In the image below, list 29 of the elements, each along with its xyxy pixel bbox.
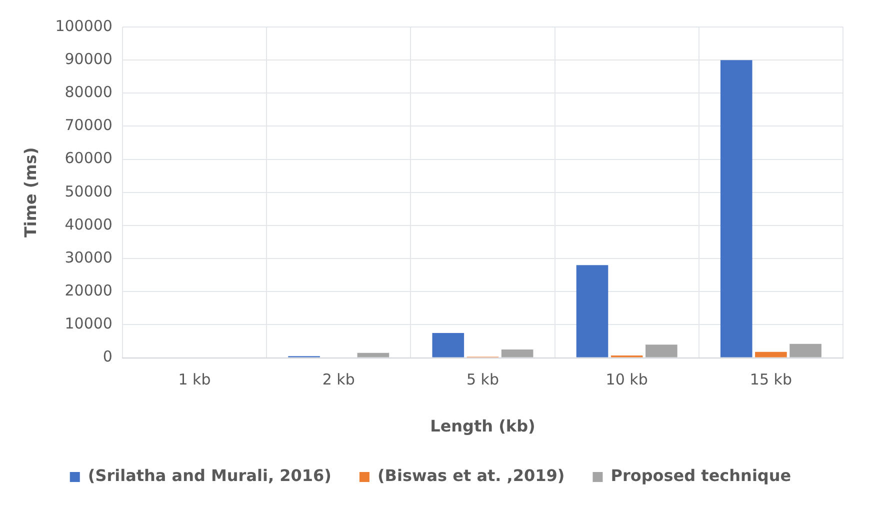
- x-tick-label: 10 kb: [606, 370, 648, 389]
- x-axis-title: Length (kb): [430, 416, 536, 436]
- bar: [576, 265, 608, 358]
- y-tick-label: 20000: [64, 282, 112, 300]
- x-tick-label: 15 kb: [750, 370, 792, 389]
- bar: [720, 60, 752, 358]
- legend-label: (Srilatha and Murali, 2016): [88, 466, 332, 486]
- bar: [432, 332, 464, 358]
- x-tick-label: 5 kb: [466, 370, 499, 389]
- x-tick-label: 1 kb: [178, 370, 211, 389]
- y-tick-label: 70000: [64, 116, 112, 134]
- bar: [790, 344, 822, 358]
- y-tick-label: 90000: [64, 50, 112, 68]
- x-tick-label: 2 kb: [322, 370, 355, 389]
- bar: [357, 352, 390, 358]
- y-tick-label: 80000: [64, 83, 112, 102]
- y-tick-label: 10000: [64, 314, 112, 333]
- bar: [646, 344, 678, 358]
- y-tick-label: 40000: [64, 215, 112, 234]
- bar: [755, 352, 787, 358]
- legend-label: (Biswas et at. ,2019): [377, 466, 565, 486]
- bar: [501, 350, 534, 358]
- y-tick-label: 50000: [64, 182, 112, 200]
- y-tick-label: 60000: [64, 149, 112, 168]
- y-tick-label: 0: [102, 348, 112, 366]
- y-tick-label: 100000: [55, 16, 112, 35]
- y-tick-label: 30000: [64, 248, 112, 266]
- legend-label: Proposed technique: [610, 466, 792, 486]
- y-axis-title: Time (ms): [20, 147, 40, 238]
